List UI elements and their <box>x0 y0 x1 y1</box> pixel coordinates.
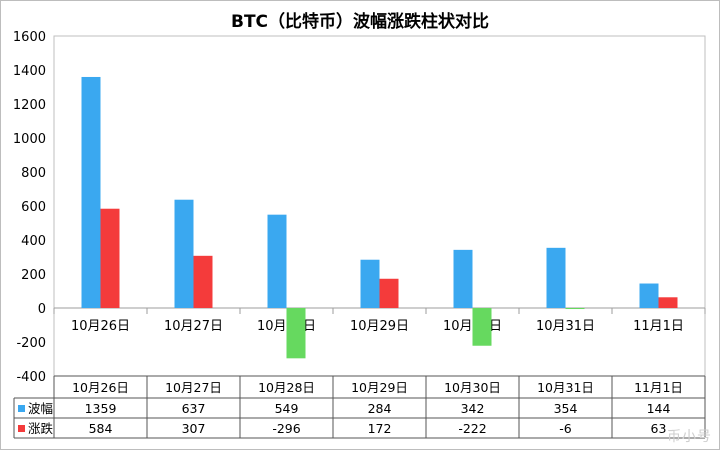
bar-amplitude <box>453 249 473 308</box>
table-value-cell: 549 <box>275 401 299 416</box>
bar-amplitude <box>174 199 194 308</box>
legend-swatch <box>18 405 25 412</box>
bar-amplitude <box>267 214 287 308</box>
y-tick-label: -400 <box>16 370 46 385</box>
table-header-cell: 10月29日 <box>351 380 408 395</box>
bar-change <box>565 308 585 310</box>
x-tick-label: 10月27日 <box>164 319 223 334</box>
table-header-cell: 11月1日 <box>634 380 683 395</box>
y-tick-label: 1000 <box>13 132 46 147</box>
y-tick-label: 1200 <box>13 98 46 113</box>
y-tick-label: 600 <box>21 200 46 215</box>
bar-change <box>379 278 399 308</box>
table-value-cell: 342 <box>461 401 485 416</box>
bar-change <box>472 308 492 346</box>
bar-change <box>286 308 306 359</box>
bar-change <box>193 255 213 308</box>
watermark: 币小号 <box>667 429 712 445</box>
table-header-cell: 10月31日 <box>537 380 594 395</box>
y-tick-label: 1400 <box>13 64 46 79</box>
x-tick-label: 11月1日 <box>633 319 684 334</box>
x-tick-label: 10月26日 <box>71 319 130 334</box>
chart-title: BTC（比特币）波幅涨跌柱状对比 <box>230 12 490 32</box>
y-tick-label: -200 <box>16 336 46 351</box>
bar-amplitude <box>639 283 659 308</box>
legend-label: 涨跌 <box>28 421 54 436</box>
table-value-cell: -6 <box>559 421 572 436</box>
legend-label: 波幅 <box>28 401 53 416</box>
bar-change <box>100 208 120 308</box>
x-tick-label: 10月31日 <box>536 319 595 334</box>
table-value-cell: -222 <box>458 421 486 436</box>
table-header-cell: 10月27日 <box>165 380 222 395</box>
table-value-cell: 172 <box>368 421 392 436</box>
table-value-cell: 307 <box>182 421 206 436</box>
x-tick-label: 10月29日 <box>350 319 409 334</box>
table-value-cell: 63 <box>651 421 667 436</box>
table-value-cell: 584 <box>89 421 113 436</box>
table-header-cell: 10月28日 <box>258 380 315 395</box>
y-tick-label: 800 <box>21 166 46 181</box>
table-header-cell: 10月26日 <box>72 380 129 395</box>
table-value-cell: 284 <box>368 401 392 416</box>
bar-amplitude <box>360 259 380 308</box>
y-tick-label: 400 <box>21 234 46 249</box>
bar-amplitude <box>81 76 101 308</box>
y-tick-label: 200 <box>21 268 46 283</box>
table-value-cell: 637 <box>182 401 206 416</box>
table-value-cell: -296 <box>272 421 300 436</box>
bar-amplitude <box>546 247 566 308</box>
table-value-cell: 144 <box>647 401 671 416</box>
table-value-cell: 354 <box>554 401 578 416</box>
y-tick-label: 1600 <box>13 30 46 45</box>
bar-change <box>658 297 678 308</box>
table-header-cell: 10月30日 <box>444 380 501 395</box>
table-value-cell: 1359 <box>85 401 117 416</box>
y-tick-label: 0 <box>38 302 46 317</box>
legend-swatch <box>18 425 25 432</box>
